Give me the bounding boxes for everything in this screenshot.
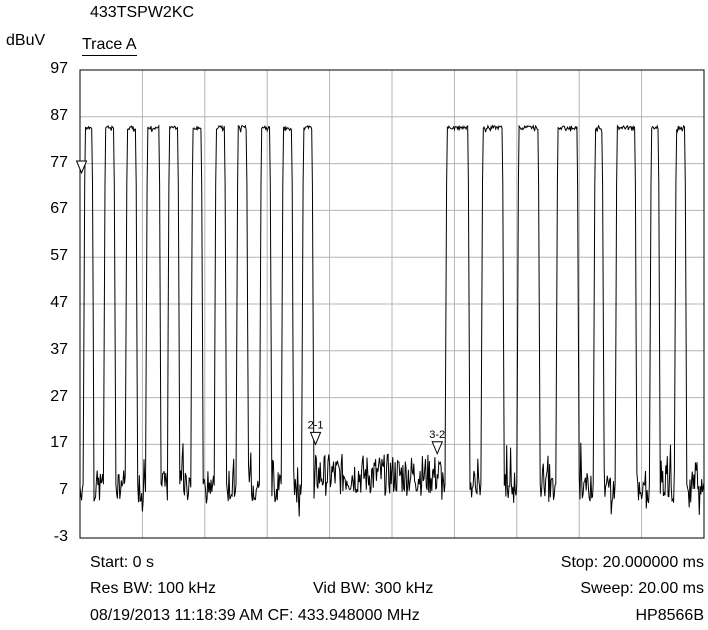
timestamp-cf-label: 08/19/2013 11:18:39 AM CF: 433.948000 MH… xyxy=(90,607,420,624)
y-tick-label: -3 xyxy=(53,528,68,545)
y-tick-label: 77 xyxy=(50,153,68,171)
y-tick-label: 97 xyxy=(50,60,68,77)
sweep-label: Sweep: 20.00 ms xyxy=(580,580,704,597)
y-tick-label: 27 xyxy=(50,387,68,405)
y-unit-label: dBuV xyxy=(6,32,46,49)
marker-1-triangle xyxy=(75,160,88,175)
stop-label: Stop: 20.000000 ms xyxy=(560,554,704,571)
vid-bw-label: Vid BW: 300 kHz xyxy=(313,580,434,597)
marker-2-label: 2-1 xyxy=(308,419,324,431)
start-label: Start: 0 s xyxy=(90,554,155,571)
marker-2-triangle xyxy=(309,431,322,446)
marker-3-triangle xyxy=(431,441,443,456)
y-tick-label: 47 xyxy=(50,294,68,311)
y-tick-label: 7 xyxy=(59,481,68,499)
y-tick-label: 87 xyxy=(50,106,68,124)
trace-label: Trace A xyxy=(82,36,137,56)
y-tick-label: 37 xyxy=(50,340,68,358)
y-tick-label: 67 xyxy=(50,200,68,218)
trace-a-line xyxy=(79,124,705,517)
instrument-label: HP8566B xyxy=(635,607,705,624)
y-tick-label: 57 xyxy=(50,247,68,265)
y-tick-label: 17 xyxy=(50,434,68,452)
plot-frame xyxy=(79,69,705,539)
marker-3-label: 3-2 xyxy=(429,429,445,441)
res-bw-label: Res BW: 100 kHz xyxy=(90,580,216,597)
chart-title: 433TSPW2KC xyxy=(90,4,195,21)
